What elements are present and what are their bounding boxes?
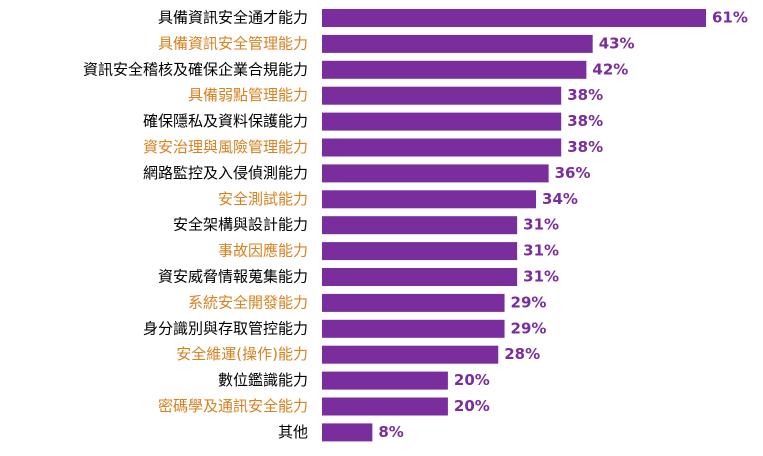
bar <box>322 138 562 157</box>
category-label: 資安治理與風險管理能力 <box>143 138 308 156</box>
value-label: 20% <box>454 371 490 389</box>
bar <box>322 345 499 364</box>
value-label: 29% <box>511 319 547 337</box>
category-label: 具備資訊安全管理能力 <box>158 34 308 52</box>
value-label: 8% <box>378 423 403 441</box>
bar <box>322 216 518 235</box>
category-label: 身分識別與存取管控能力 <box>143 319 308 337</box>
bar <box>322 190 537 209</box>
category-label: 資安威脅情報蒐集能力 <box>158 268 308 286</box>
value-label: 42% <box>592 60 628 78</box>
value-label: 34% <box>542 190 578 208</box>
bar <box>322 112 562 131</box>
value-label: 20% <box>454 397 490 415</box>
category-label: 密碼學及通訊安全能力 <box>158 397 308 415</box>
category-label: 具備弱點管理能力 <box>188 86 308 104</box>
value-label: 29% <box>511 293 547 311</box>
category-label: 安全測試能力 <box>218 190 308 208</box>
category-label: 具備資訊安全通才能力 <box>158 9 308 27</box>
value-label: 31% <box>523 242 559 260</box>
value-label: 43% <box>599 34 635 52</box>
bar <box>322 164 549 183</box>
category-label: 數位鑑識能力 <box>218 371 308 389</box>
category-label: 事故因應能力 <box>218 242 308 260</box>
value-label: 31% <box>523 216 559 234</box>
bar <box>322 371 448 390</box>
bar <box>322 268 518 286</box>
bar <box>322 242 518 261</box>
bar <box>322 423 373 442</box>
bar <box>322 9 706 27</box>
value-label: 38% <box>567 112 603 130</box>
bar <box>322 60 587 79</box>
category-label: 確保隱私及資料保護能力 <box>143 112 308 130</box>
category-label: 安全維運(操作)能力 <box>176 345 308 363</box>
bar <box>322 293 505 312</box>
value-label: 38% <box>567 86 603 104</box>
bar <box>322 34 593 53</box>
category-label: 資訊安全稽核及確保企業合規能力 <box>83 60 308 78</box>
category-label: 系統安全開發能力 <box>188 293 308 311</box>
bar <box>322 319 505 338</box>
category-label: 安全架構與設計能力 <box>173 216 308 234</box>
bar <box>322 397 448 416</box>
value-label: 36% <box>555 164 591 182</box>
value-label: 61% <box>712 9 748 27</box>
category-label: 網路監控及入侵偵測能力 <box>143 164 308 182</box>
value-label: 28% <box>504 345 540 363</box>
category-label: 其他 <box>278 423 308 441</box>
bar <box>322 86 562 105</box>
value-label: 38% <box>567 138 603 156</box>
value-label: 31% <box>523 268 559 286</box>
